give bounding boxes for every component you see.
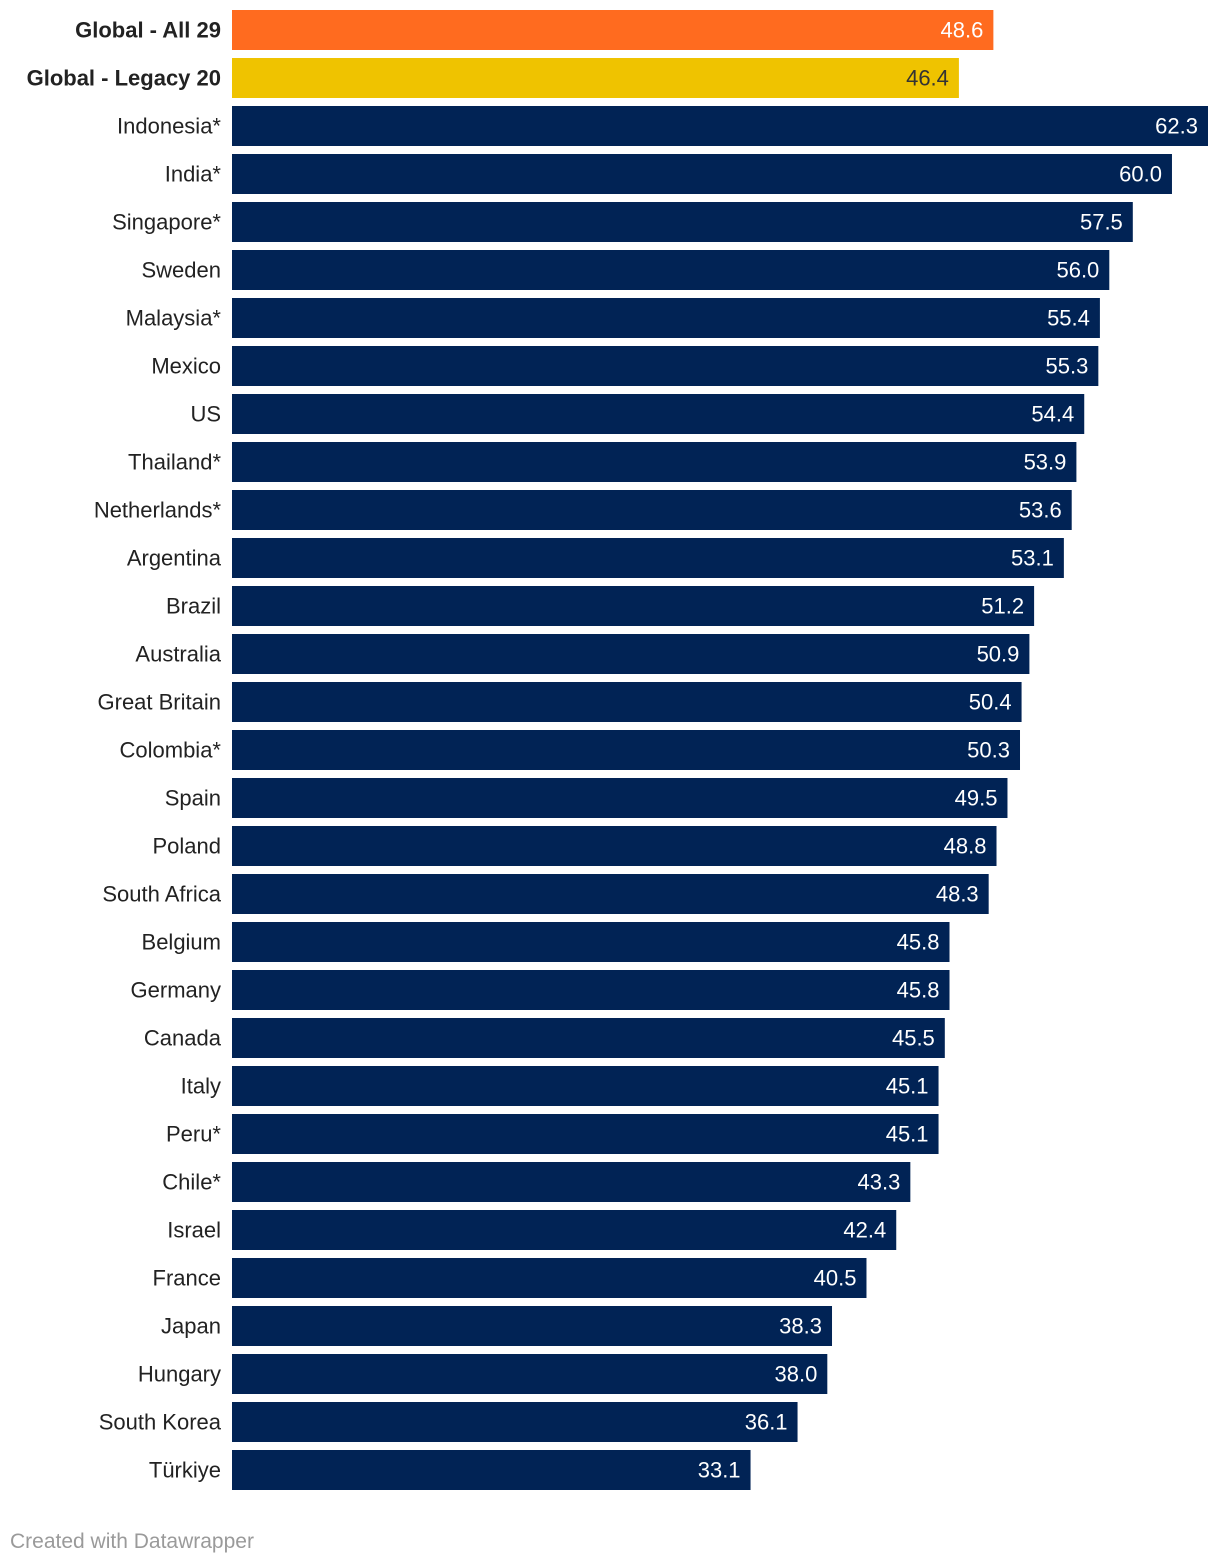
bar-chile [232,1162,911,1202]
category-label-colombia: Colombia* [120,738,222,763]
category-label-germany: Germany [131,978,221,1003]
value-label-poland: 48.8 [944,834,987,859]
bar-germany [232,970,950,1010]
value-label-colombia: 50.3 [967,738,1010,763]
bar-poland [232,826,997,866]
bar-brazil [232,586,1035,626]
category-label-singapore: Singapore* [112,210,221,235]
bar-thailand [232,442,1077,482]
category-label-south-africa: South Africa [102,882,221,907]
value-label-malaysia: 55.4 [1047,306,1090,331]
value-label-south-korea: 36.1 [745,1410,788,1435]
bar-singapore [232,202,1133,242]
bar-south-korea [232,1402,798,1442]
value-label-singapore: 57.5 [1080,210,1123,235]
value-label-india: 60.0 [1119,162,1162,187]
category-label-japan: Japan [161,1314,221,1339]
value-label-global-all-29: 48.6 [941,18,984,43]
bar-chart: Global - All 29 48.6 Global - Legacy 20 46.… [27,10,1208,1490]
bar-australia [232,634,1030,674]
datawrapper-credit: Created with Datawrapper [10,1530,254,1553]
bar-global-legacy-20 [232,58,959,98]
value-label-mexico: 55.3 [1046,354,1089,379]
category-label-global-all-29: Global - All 29 [75,18,221,43]
bar-netherlands [232,490,1072,530]
category-label-thailand: Thailand* [128,450,221,475]
category-label-belgium: Belgium [142,930,221,955]
value-label-chile: 43.3 [858,1170,901,1195]
bar-mexico [232,346,1099,386]
value-label-canada: 45.5 [892,1026,935,1051]
value-label-great-britain: 50.4 [969,690,1012,715]
category-label-indonesia: Indonesia* [117,114,221,139]
bar-argentina [232,538,1064,578]
category-label-malaysia: Malaysia* [126,306,222,331]
category-label-argentina: Argentina [127,546,222,571]
category-label-spain: Spain [165,786,221,811]
value-label-netherlands: 53.6 [1019,498,1062,523]
bar-belgium [232,922,950,962]
bar-italy [232,1066,939,1106]
category-label-south-korea: South Korea [99,1410,222,1435]
bar-colombia [232,730,1021,770]
category-label-brazil: Brazil [166,594,221,619]
category-label-peru: Peru* [166,1122,221,1147]
category-label-t-rkiye: Türkiye [149,1458,221,1483]
category-label-italy: Italy [181,1074,221,1099]
value-label-spain: 49.5 [955,786,998,811]
bar-canada [232,1018,945,1058]
value-label-italy: 45.1 [886,1074,929,1099]
value-label-thailand: 53.9 [1024,450,1067,475]
category-label-great-britain: Great Britain [98,690,222,715]
value-label-israel: 42.4 [843,1218,886,1243]
bar-us [232,394,1085,434]
category-label-israel: Israel [167,1218,221,1243]
bar-indonesia [232,106,1208,146]
bar-peru [232,1114,939,1154]
value-label-australia: 50.9 [977,642,1020,667]
value-label-brazil: 51.2 [981,594,1024,619]
bar-france [232,1258,867,1298]
value-label-us: 54.4 [1031,402,1074,427]
value-label-global-legacy-20: 46.4 [906,66,949,91]
value-label-indonesia: 62.3 [1155,114,1198,139]
category-label-india: India* [165,162,222,187]
value-label-argentina: 53.1 [1011,546,1054,571]
category-label-hungary: Hungary [138,1362,221,1387]
category-label-canada: Canada [144,1026,222,1051]
category-label-sweden: Sweden [141,258,221,283]
category-label-mexico: Mexico [151,354,221,379]
category-label-poland: Poland [152,834,221,859]
bar-hungary [232,1354,828,1394]
value-label-japan: 38.3 [779,1314,822,1339]
value-label-germany: 45.8 [897,978,940,1003]
category-label-global-legacy-20: Global - Legacy 20 [27,66,221,91]
category-label-us: US [190,402,221,427]
bar-malaysia [232,298,1100,338]
bar-t-rkiye [232,1450,751,1490]
bar-israel [232,1210,897,1250]
value-label-peru: 45.1 [886,1122,929,1147]
bar-global-all-29 [232,10,994,50]
category-label-france: France [153,1266,221,1291]
value-label-hungary: 38.0 [774,1362,817,1387]
value-label-france: 40.5 [814,1266,857,1291]
value-label-belgium: 45.8 [897,930,940,955]
bar-japan [232,1306,833,1346]
value-label-south-africa: 48.3 [936,882,979,907]
bar-great-britain [232,682,1022,722]
category-label-netherlands: Netherlands* [94,498,222,523]
category-label-australia: Australia [135,642,221,667]
bar-spain [232,778,1008,818]
category-label-chile: Chile* [162,1170,221,1195]
value-label-t-rkiye: 33.1 [698,1458,741,1483]
value-label-sweden: 56.0 [1056,258,1099,283]
bar-india [232,154,1172,194]
bar-south-africa [232,874,989,914]
bar-sweden [232,250,1110,290]
